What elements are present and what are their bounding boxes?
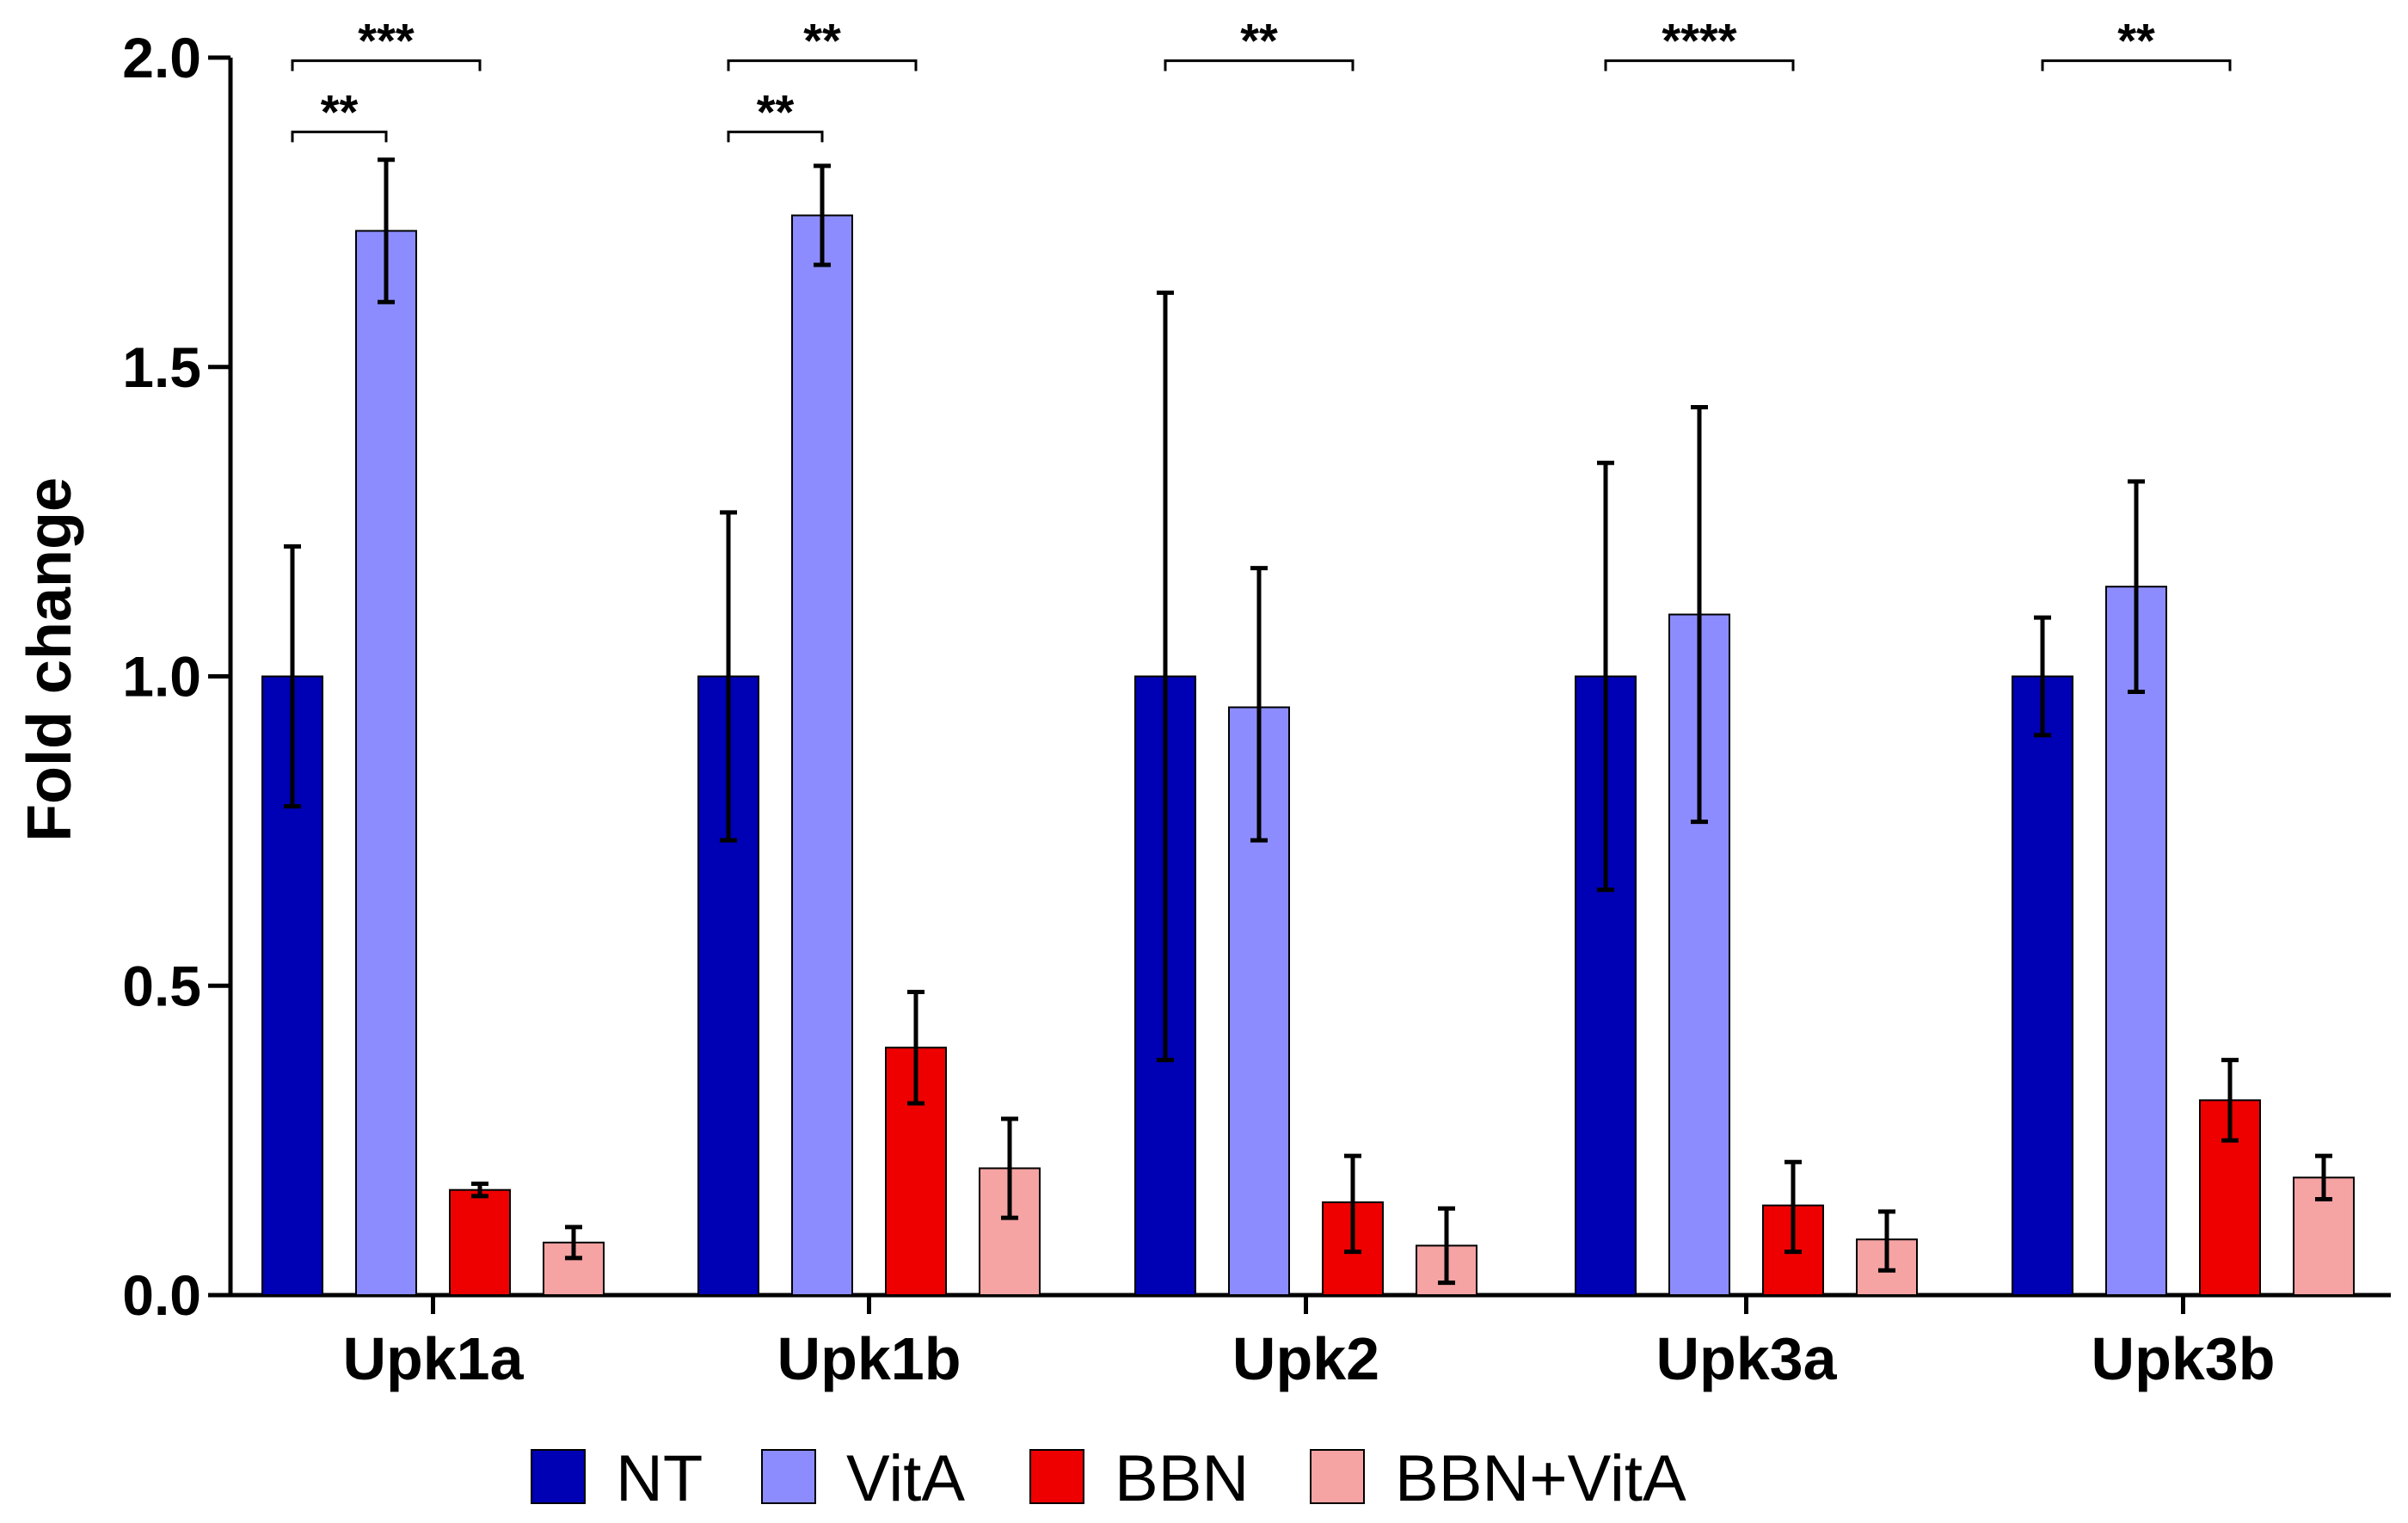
sig-label: **** [1662, 14, 1736, 68]
legend-swatch [531, 1449, 586, 1504]
error-bar-bbn-vita-upk2 [1438, 1206, 1455, 1286]
error-bar-vita-upk3b [2128, 479, 2145, 694]
y-tick-label: 1.5 [122, 335, 201, 399]
significance-brackets: ********* ** **** ** [291, 14, 2232, 143]
sig-label: ** [321, 84, 359, 138]
y-tick-label: 0.0 [122, 1263, 201, 1327]
legend-item-vita: VitA [761, 1442, 965, 1515]
error-bar-bbn-vita-upk3a [1878, 1209, 1895, 1273]
sig-bracket: ** [727, 84, 824, 143]
error-bar-vita-upk2 [1250, 566, 1268, 843]
x-tick-label-upk3b: Upk3b [2092, 1325, 2276, 1392]
sig-bracket-line [1604, 59, 1795, 71]
x-tick-label-upk1b: Upk1b [777, 1325, 961, 1392]
bars [261, 214, 2355, 1297]
error-bar-bbn-upk3a [1784, 1159, 1802, 1255]
sig-label: ** [757, 84, 795, 138]
legend: NT VitA BBN BBN+VitA [531, 1442, 1686, 1515]
bar-nt-upk3b [2012, 675, 2073, 1296]
sig-bracket-line [2041, 59, 2232, 71]
bar-vita-upk1b [791, 214, 853, 1296]
legend-label: NT [616, 1442, 703, 1515]
y-tick-label: 0.5 [122, 954, 201, 1017]
bar-vita-upk1a [355, 230, 417, 1297]
error-bar-nt-upk3b [2034, 615, 2051, 738]
x-tick-label-upk1a: Upk1a [342, 1325, 524, 1392]
sig-bracket: ** [2041, 14, 2232, 71]
sig-bracket-line [1164, 59, 1354, 71]
x-tick-label-upk3a: Upk3a [1656, 1325, 1837, 1392]
bar-bbn-upk1a [449, 1188, 511, 1297]
sig-bracket-line [727, 59, 918, 71]
error-bars [284, 157, 2332, 1286]
error-bar-nt-upk1b [720, 510, 737, 843]
legend-label: VitA [846, 1442, 965, 1515]
legend-swatch [761, 1449, 816, 1504]
error-bar-bbn-upk1b [907, 989, 924, 1106]
x-tick-label-upk2: Upk2 [1232, 1325, 1379, 1392]
legend-item-bbn-vita: BBN+VitA [1310, 1442, 1686, 1515]
error-bar-nt-upk3a [1597, 460, 1614, 893]
sig-bracket-line [727, 130, 824, 143]
y-axis: 0.0 0.5 1.0 1.5 2.0 [122, 26, 233, 1327]
error-bar-bbn-upk2 [1344, 1153, 1361, 1255]
y-tick-label: 1.0 [122, 645, 201, 709]
y-axis-title: Fold change [15, 477, 84, 842]
x-axis: Upk1a Upk1b Upk2 Upk3a Upk3b [230, 1293, 2391, 1392]
sig-bracket: ** [727, 14, 918, 71]
error-bar-bbn-upk3b [2221, 1058, 2239, 1143]
sig-bracket-line [291, 59, 482, 71]
error-bar-nt-upk2 [1157, 290, 1174, 1063]
sig-bracket: ** [291, 84, 388, 143]
error-bar-bbn-upk1a [471, 1181, 488, 1199]
error-bar-vita-upk1b [814, 163, 831, 267]
bar-vita-upk3b [2105, 586, 2167, 1296]
legend-swatch [1310, 1449, 1365, 1504]
error-bar-bbn-vita-upk1a [565, 1225, 582, 1261]
sig-label: ** [803, 14, 841, 68]
sig-bracket: **** [1604, 14, 1795, 71]
sig-bracket: ** [1164, 14, 1354, 71]
error-bar-vita-upk3a [1691, 405, 1708, 825]
y-tick-label: 2.0 [122, 26, 201, 89]
legend-label: BBN [1115, 1442, 1249, 1515]
legend-item-bbn: BBN [1029, 1442, 1249, 1515]
legend-item-nt: NT [531, 1442, 703, 1515]
error-bar-bbn-vita-upk3b [2315, 1153, 2332, 1201]
sig-bracket-line [291, 130, 388, 143]
legend-swatch [1029, 1449, 1084, 1504]
sig-label: ** [1240, 14, 1278, 68]
error-bar-vita-upk1a [378, 157, 395, 304]
legend-label: BBN+VitA [1395, 1442, 1686, 1515]
sig-label: *** [358, 14, 415, 68]
error-bar-bbn-vita-upk1b [1001, 1116, 1018, 1220]
error-bar-nt-upk1a [284, 543, 301, 809]
sig-label: ** [2117, 14, 2155, 68]
sig-bracket: *** [291, 14, 482, 71]
